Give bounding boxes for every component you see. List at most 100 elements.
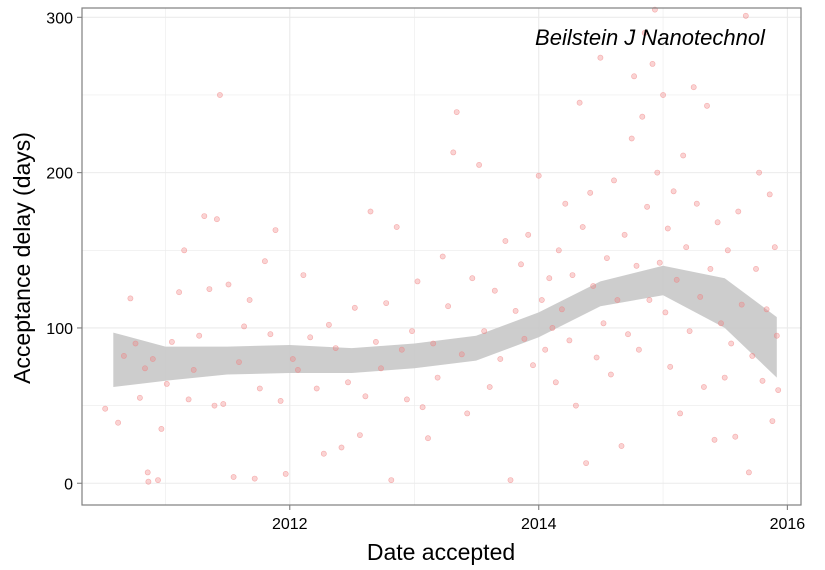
data-point [518,261,524,268]
data-point [559,306,565,313]
data-point [686,328,693,334]
data-point [521,335,528,342]
data-point [721,374,728,381]
y-tick-label: 300 [46,10,73,27]
data-point [251,475,258,482]
data-point [196,332,203,339]
data-point [325,321,332,328]
data-point [771,244,778,251]
data-point [403,396,410,403]
data-point [704,102,710,109]
data-point [419,404,426,411]
x-tick-label: 2012 [272,516,308,533]
data-point [639,113,646,120]
data-point [628,135,635,142]
data-point [338,444,345,451]
data-point [230,474,237,480]
data-point [625,331,631,338]
data-point [220,401,227,407]
data-point [378,365,384,372]
y-axis-ticks: 0 100 200 300 [46,10,82,493]
data-point [261,258,268,265]
data-point [362,393,369,400]
data-point [552,379,559,386]
data-point [201,213,208,219]
y-tick-label: 200 [46,166,73,183]
data-point [677,410,683,417]
data-point [469,275,476,282]
data-point [267,331,274,338]
data-point [163,380,170,387]
data-point [673,276,680,283]
data-point [542,346,549,353]
x-axis-ticks: 2012 2014 2016 [272,505,805,533]
data-point [631,73,637,80]
data-point [453,109,460,115]
data-point [294,366,301,373]
data-point [246,297,253,303]
data-point [216,92,223,98]
data-point [756,169,762,176]
data-point [667,363,674,370]
data-point [300,272,307,278]
data-point [102,405,109,412]
data-point [149,356,156,362]
data-point [307,334,314,341]
data-point [597,54,604,61]
confidence-band-area [113,265,777,387]
data-point [746,469,752,476]
data-point [277,397,284,404]
data-point [155,477,161,483]
data-point [282,470,289,477]
y-tick-label: 0 [64,476,73,493]
data-point [372,338,379,345]
data-point [646,297,653,303]
data-point [590,283,597,289]
data-point [697,293,704,300]
data-point [773,332,780,339]
data-point [136,394,143,401]
data-point [168,338,175,345]
panel-border [81,7,802,506]
data-point [383,300,390,306]
data-point [236,359,242,365]
data-point [127,295,134,302]
data-point [775,387,782,393]
data-point [766,191,773,198]
data-point [367,208,374,215]
data-point [439,253,446,260]
x-tick-label: 2014 [521,516,557,533]
data-point [486,384,493,390]
data-point [434,374,441,381]
data-point [633,262,640,269]
data-point [680,152,687,159]
data-point [759,377,766,384]
data-point [660,92,666,98]
data-point [256,385,263,392]
data-point [158,425,165,432]
data-point [566,337,573,344]
data-point [530,362,536,369]
data-point [621,231,628,238]
data-point [525,231,532,238]
data-point [225,281,232,288]
data-point [732,433,739,440]
data-point [662,309,669,316]
data-point [142,365,148,372]
data-point [502,238,509,244]
data-point [593,354,600,361]
data-point [313,385,320,392]
data-point [618,443,625,449]
data-point [476,161,482,168]
data-point [445,303,451,310]
data-point [289,356,296,362]
data-point [145,478,152,485]
data-point [690,84,697,91]
data-point [464,410,471,417]
data-point [573,402,579,409]
data-point [351,304,358,311]
data-point [608,371,614,378]
data-point [345,379,351,386]
x-axis-title: Date accepted [367,539,515,565]
